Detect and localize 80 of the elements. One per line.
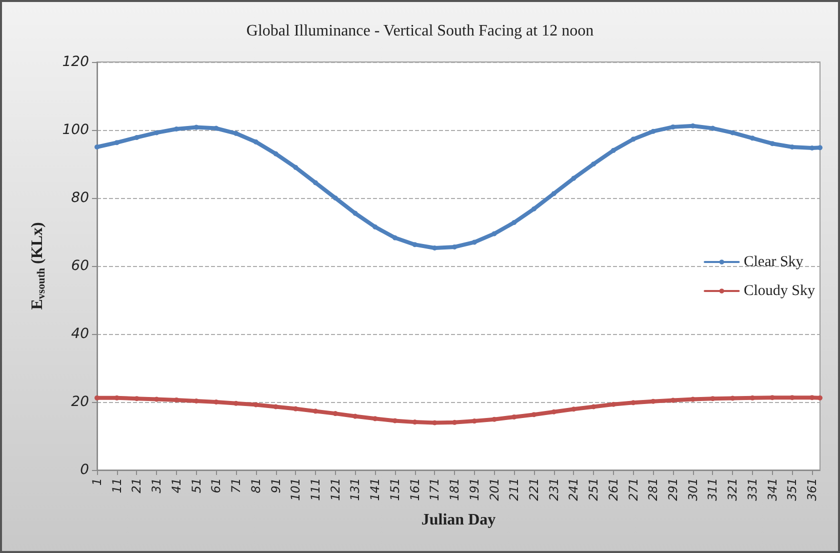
x-tick-label: 281 [646,478,660,501]
point [134,134,140,140]
point [551,409,556,414]
y-tick-label: 40 [71,326,90,342]
point [352,210,358,216]
x-axis-title: Julian Day [421,512,496,528]
point [452,244,458,250]
point [293,164,298,170]
x-tick-label: 261 [606,478,620,501]
x-tick-label: 191 [467,478,482,501]
point [392,235,398,240]
x-tick-label: 51 [189,478,204,494]
x-tick-label: 181 [448,478,462,501]
y-tick-label: 100 [62,122,90,138]
point [818,145,822,150]
x-tick-label: 201 [487,478,502,501]
point [551,191,556,196]
x-tick-label: 121 [328,478,342,501]
point [512,220,517,225]
point [818,395,822,400]
x-tick-label: 221 [526,478,541,501]
x-tick-label: 231 [546,478,561,501]
x-tick-label: 81 [248,478,263,494]
x-tick-label: 251 [586,478,601,501]
legend-label: Clear Sky [744,254,804,270]
x-tick-label: 311 [706,478,720,501]
point [730,130,736,136]
y-tick-label: 60 [71,258,90,274]
x-tick-label: 91 [268,478,283,494]
x-tick-label: 361 [805,478,820,501]
x-tick-label: 61 [209,478,224,494]
y-tick-label: 0 [80,462,90,478]
x-tick-label: 31 [150,478,164,494]
x-tick-label: 321 [726,478,740,501]
x-tick-label: 351 [785,478,800,501]
point [372,224,378,230]
x-tick-label: 41 [169,478,184,494]
point [332,196,338,200]
x-tick-label: 21 [130,478,144,494]
legend-label: Cloudy Sky [744,283,816,299]
y-tick-label: 20 [71,394,90,410]
x-tick-label: 141 [368,478,382,501]
x-tick-label: 71 [229,478,244,494]
point [610,148,616,153]
x-tick-label: 161 [408,478,422,501]
point [253,139,258,144]
chart-title: Global Illuminance - Vertical South Facing at 12 noon [246,22,594,40]
point [531,206,536,212]
point [472,240,477,245]
x-tick-label: 151 [388,478,402,501]
y-tick-label: 80 [71,190,90,206]
x-tick-label: 331 [745,478,760,501]
x-tick-label: 1 [90,478,104,486]
x-tick-label: 341 [765,478,780,501]
point [650,128,656,134]
x-tick-label: 271 [626,478,640,501]
x-tick-label: 171 [428,478,442,501]
point [412,242,418,248]
point [571,406,576,412]
x-tick-label: 211 [507,478,522,501]
point [591,162,596,166]
x-tick-label: 101 [288,478,303,501]
point [273,151,278,156]
x-tick-label: 131 [348,478,362,501]
x-tick-label: 301 [686,478,700,501]
y-tick-label: 120 [62,54,90,70]
x-tick-label: 291 [666,478,680,501]
y-axis-title: Evsouth (KLx) [29,222,48,310]
point [571,176,576,181]
point [94,395,100,400]
point [94,144,100,150]
x-tick-label: 241 [566,478,581,501]
point [312,180,318,186]
point [234,130,239,136]
point [492,231,497,236]
x-tick-label: 11 [110,478,124,494]
point [770,141,775,146]
point [630,136,636,142]
x-tick-label: 111 [308,478,322,501]
point [154,130,160,136]
